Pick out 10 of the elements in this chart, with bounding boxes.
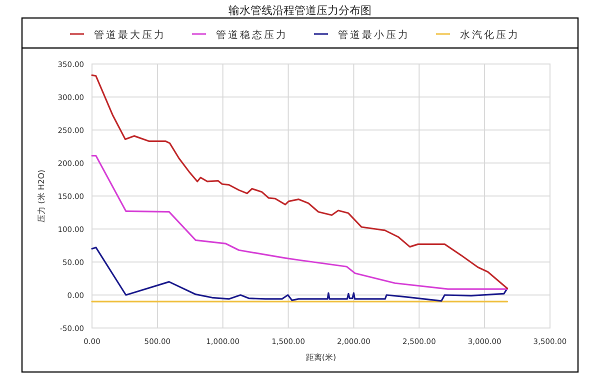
- x-axis-title: 距离(米): [306, 353, 336, 362]
- legend-label: 管道最大压力: [94, 29, 166, 41]
- legend-label: 管道稳态压力: [216, 29, 288, 41]
- line-series: [91, 154, 508, 290]
- line-series: [91, 74, 508, 290]
- chart-title: 输水管线沿程管道压力分布图: [228, 4, 372, 17]
- line-series: [91, 246, 508, 302]
- legend-label: 管道最小压力: [338, 29, 410, 41]
- y-axis-title: 压力 (米 H2O): [37, 170, 46, 222]
- legend-label: 水汽化压力: [460, 29, 520, 41]
